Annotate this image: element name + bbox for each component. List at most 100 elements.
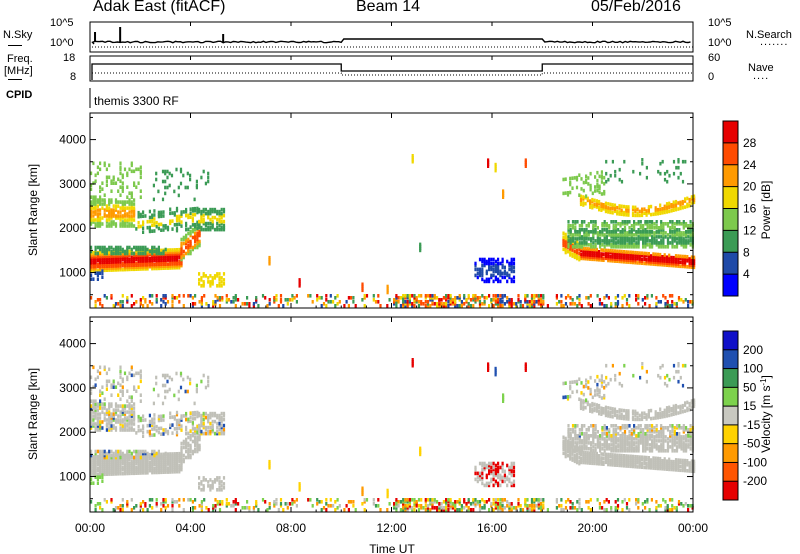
velocity-cell [117, 408, 120, 412]
velocity-cell [101, 456, 104, 461]
power-cell [142, 255, 145, 259]
power-cell [112, 304, 115, 308]
power-cell [616, 249, 619, 254]
power-cell [654, 256, 657, 261]
power-cell [604, 252, 607, 257]
power-cell [135, 300, 138, 304]
power-cell [171, 264, 174, 268]
velocity-cell [585, 437, 588, 441]
velocity-cell [96, 455, 99, 460]
power-cell [133, 224, 136, 228]
velocity-cell [90, 459, 93, 463]
power-cell [666, 169, 669, 174]
velocity-cell [218, 413, 221, 418]
power-cell [175, 248, 179, 252]
power-cell [420, 294, 423, 298]
power-cell [178, 214, 181, 219]
velocity-cell [671, 447, 674, 451]
velocity-cell [155, 381, 158, 386]
power-cell [135, 247, 138, 252]
power-cell [151, 215, 154, 219]
velocity-cell [202, 484, 205, 488]
power-cell [185, 233, 188, 238]
velocity-cell [642, 447, 645, 451]
power-cell [595, 257, 598, 262]
velocity-cell [90, 391, 93, 395]
power-cell [620, 179, 624, 184]
velocity-cell [96, 412, 99, 416]
power-cell [99, 256, 102, 261]
power-cell [569, 241, 572, 245]
velocity-cell [110, 424, 113, 428]
power-cell [633, 222, 636, 226]
power-cell [524, 298, 527, 302]
velocity-cell [578, 428, 581, 432]
power-cell [631, 211, 635, 216]
power-cell [637, 222, 640, 226]
power-cell [657, 243, 660, 247]
power-cell [591, 203, 594, 208]
power-cell [627, 213, 630, 217]
power-cell [671, 233, 674, 237]
velocity-cell [121, 404, 124, 408]
velocity-cell [191, 433, 194, 438]
power-cell [481, 263, 484, 268]
power-cell [510, 298, 513, 302]
power-cell [605, 241, 608, 245]
velocity-cell [153, 413, 156, 417]
velocity-cell [139, 465, 142, 469]
power-cell [591, 205, 594, 210]
power-cell [678, 228, 681, 232]
power-cell [406, 300, 409, 304]
velocity-cell [659, 464, 662, 469]
power-cell [126, 224, 129, 228]
velocity-cell [99, 470, 102, 475]
power-cell [316, 298, 319, 302]
power-cell [429, 296, 432, 300]
velocity-cell [92, 385, 95, 389]
power-cell [494, 277, 497, 282]
power-cell [660, 222, 663, 226]
velocity-cell [126, 455, 129, 460]
velocity-cell [135, 465, 138, 469]
velocity-cell [662, 447, 665, 451]
velocity-cell [681, 466, 684, 471]
velocity-cell [660, 424, 663, 428]
velocity-cell [153, 421, 156, 425]
power-cell [614, 296, 617, 300]
power-cell [169, 221, 172, 226]
power-cell [218, 278, 221, 282]
velocity-cell [148, 429, 151, 434]
power-cell [99, 254, 102, 259]
velocity-cell [623, 445, 627, 449]
power-cell [673, 228, 676, 232]
power-cell [613, 259, 617, 263]
power-cell [668, 209, 671, 214]
power-cell [105, 214, 108, 218]
power-cell [99, 302, 102, 306]
power-cell [90, 195, 93, 199]
power-cell [659, 211, 662, 216]
power-cell [659, 256, 662, 261]
power-cell [268, 298, 271, 302]
power-cell [191, 219, 194, 223]
velocity-cell [189, 381, 192, 386]
power-cell [404, 302, 407, 306]
power-cell [347, 296, 350, 300]
velocity-cell [144, 467, 147, 471]
power-cell [166, 256, 170, 260]
power-cell [146, 267, 149, 271]
power-cell [600, 258, 603, 262]
velocity-cell [191, 413, 194, 417]
velocity-cell [670, 461, 673, 466]
velocity-cell [90, 461, 93, 465]
velocity-cell [619, 449, 622, 453]
power-cell [200, 175, 203, 180]
power-cell [431, 298, 434, 302]
power-cell [130, 218, 133, 222]
power-cell [164, 247, 167, 252]
velocity-cell [110, 466, 113, 470]
velocity-cell [130, 418, 133, 422]
velocity-cell [137, 418, 140, 423]
power-cell [108, 163, 111, 168]
